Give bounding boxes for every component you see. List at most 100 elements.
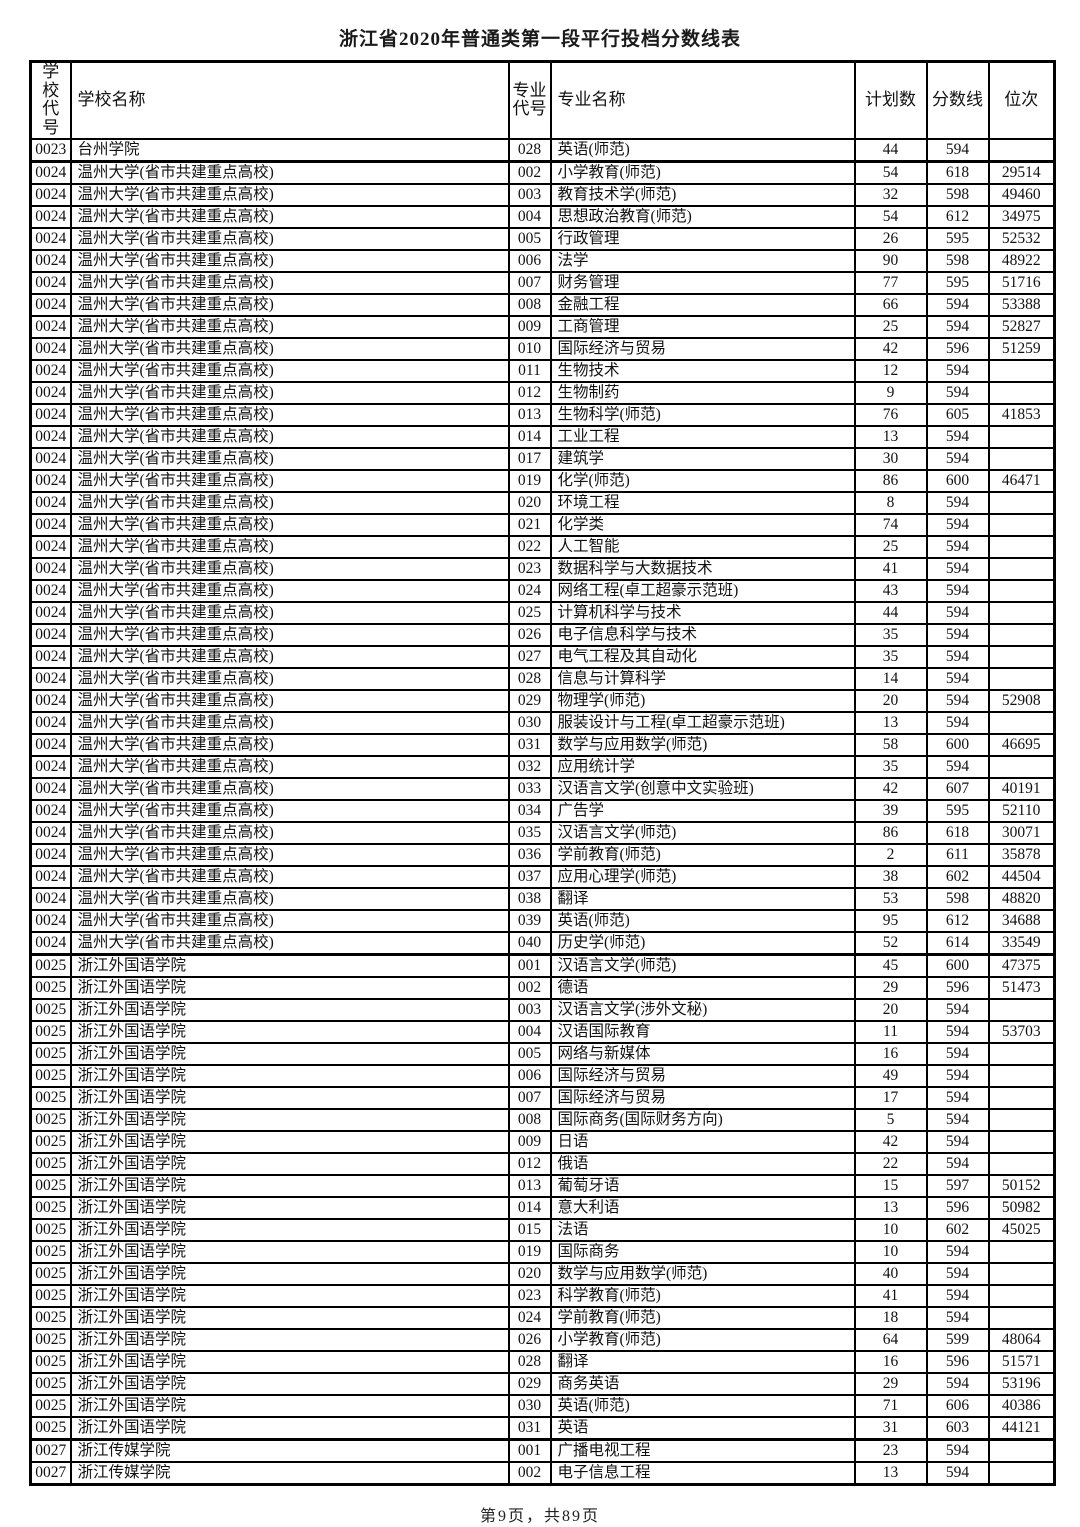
cell-major-code: 035 bbox=[507, 820, 552, 845]
cell-major-code: 024 bbox=[507, 1305, 552, 1330]
cell-major-code: 020 bbox=[507, 1261, 552, 1286]
cell-school-name: 温州大学(省市共建重点高校) bbox=[69, 776, 510, 801]
cell-major-name: 金融工程 bbox=[549, 292, 856, 317]
table-row: 0024 温州大学(省市共建重点高校) 012 生物制药 9 594 bbox=[29, 380, 1056, 405]
cell-major-code: 001 bbox=[507, 952, 552, 978]
cell-major-code: 025 bbox=[507, 600, 552, 625]
cell-score-line: 594 bbox=[925, 1239, 990, 1264]
cell-plan-count: 38 bbox=[853, 864, 928, 889]
table-row: 0025 浙江外国语学院 015 法语 10 602 45025 bbox=[29, 1217, 1056, 1242]
cell-major-code: 007 bbox=[507, 270, 552, 295]
cell-plan-count: 16 bbox=[853, 1349, 928, 1374]
header-plan-count: 计划数 bbox=[853, 60, 928, 140]
cell-major-name: 学前教育(师范) bbox=[549, 1305, 856, 1330]
cell-school-name: 温州大学(省市共建重点高校) bbox=[69, 666, 510, 691]
cell-school-code: 0025 bbox=[29, 1393, 72, 1418]
table-row: 0024 温州大学(省市共建重点高校) 009 工商管理 25 594 52827 bbox=[29, 314, 1056, 339]
cell-score-line: 594 bbox=[925, 314, 990, 339]
cell-rank: 53703 bbox=[987, 1019, 1056, 1044]
table-row: 0024 温州大学(省市共建重点高校) 035 汉语言文学(师范) 86 618 30071 bbox=[29, 820, 1056, 845]
cell-rank bbox=[987, 1305, 1056, 1330]
cell-score-line: 594 bbox=[925, 137, 990, 163]
cell-major-code: 009 bbox=[507, 1129, 552, 1154]
cell-school-name: 浙江外国语学院 bbox=[69, 975, 510, 1000]
table-row: 0024 温州大学(省市共建重点高校) 014 工业工程 13 594 bbox=[29, 424, 1056, 449]
table-row: 0024 温州大学(省市共建重点高校) 024 网络工程(卓工超豪示范班) 43 594 bbox=[29, 578, 1056, 603]
cell-rank: 51473 bbox=[987, 975, 1056, 1000]
cell-school-name: 浙江外国语学院 bbox=[69, 1173, 510, 1198]
table-row: 0025 浙江外国语学院 012 俄语 22 594 bbox=[29, 1151, 1056, 1176]
cell-score-line: 594 bbox=[925, 358, 990, 383]
cell-major-code: 014 bbox=[507, 1195, 552, 1220]
cell-score-line: 594 bbox=[925, 534, 990, 559]
cell-school-name: 温州大学(省市共建重点高校) bbox=[69, 358, 510, 383]
cell-major-name: 英语(师范) bbox=[549, 1393, 856, 1418]
cell-major-name: 小学教育(师范) bbox=[549, 1327, 856, 1352]
table-row: 0025 浙江外国语学院 009 日语 42 594 bbox=[29, 1129, 1056, 1154]
page-number: 第9页，共89页 bbox=[479, 1507, 600, 1525]
cell-school-name: 温州大学(省市共建重点高校) bbox=[69, 820, 510, 845]
cell-school-name: 温州大学(省市共建重点高校) bbox=[69, 622, 510, 647]
table-row: 0024 温州大学(省市共建重点高校) 023 数据科学与大数据技术 41 594 bbox=[29, 556, 1056, 581]
cell-score-line: 594 bbox=[925, 446, 990, 471]
cell-school-name: 温州大学(省市共建重点高校) bbox=[69, 732, 510, 757]
cell-score-line: 596 bbox=[925, 975, 990, 1000]
cell-major-name: 国际商务(国际财务方向) bbox=[549, 1107, 856, 1132]
table-row: 0025 浙江外国语学院 028 翻译 16 596 51571 bbox=[29, 1349, 1056, 1374]
cell-major-code: 012 bbox=[507, 380, 552, 405]
cell-score-line: 594 bbox=[925, 666, 990, 691]
cell-plan-count: 35 bbox=[853, 754, 928, 779]
table-row: 0024 温州大学(省市共建重点高校) 010 国际经济与贸易 42 596 51259 bbox=[29, 336, 1056, 361]
cell-rank bbox=[987, 446, 1056, 471]
table-row: 0024 温州大学(省市共建重点高校) 008 金融工程 66 594 53388 bbox=[29, 292, 1056, 317]
cell-major-code: 026 bbox=[507, 622, 552, 647]
cell-major-name: 俄语 bbox=[549, 1151, 856, 1176]
cell-school-code: 0024 bbox=[29, 622, 72, 647]
cell-rank bbox=[987, 1041, 1056, 1066]
cell-plan-count: 64 bbox=[853, 1327, 928, 1352]
cell-major-name: 科学教育(师范) bbox=[549, 1283, 856, 1308]
cell-school-code: 0025 bbox=[29, 1349, 72, 1374]
cell-plan-count: 12 bbox=[853, 358, 928, 383]
cell-school-name: 温州大学(省市共建重点高校) bbox=[69, 578, 510, 603]
cell-rank bbox=[987, 534, 1056, 559]
cell-plan-count: 30 bbox=[853, 446, 928, 471]
cell-score-line: 594 bbox=[925, 424, 990, 449]
cell-school-code: 0024 bbox=[29, 424, 72, 449]
cell-major-name: 数学与应用数学(师范) bbox=[549, 732, 856, 757]
cell-plan-count: 13 bbox=[853, 710, 928, 735]
cell-plan-count: 31 bbox=[853, 1415, 928, 1441]
cell-plan-count: 54 bbox=[853, 159, 928, 185]
cell-major-code: 027 bbox=[507, 644, 552, 669]
cell-rank bbox=[987, 754, 1056, 779]
cell-plan-count: 39 bbox=[853, 798, 928, 823]
cell-major-name: 人工智能 bbox=[549, 534, 856, 559]
cell-major-code: 026 bbox=[507, 1327, 552, 1352]
cell-major-name: 数据科学与大数据技术 bbox=[549, 556, 856, 581]
cell-major-name: 广告学 bbox=[549, 798, 856, 823]
cell-school-name: 温州大学(省市共建重点高校) bbox=[69, 754, 510, 779]
cell-rank bbox=[987, 424, 1056, 449]
cell-rank bbox=[987, 380, 1056, 405]
cell-score-line: 594 bbox=[925, 997, 990, 1022]
cell-score-line: 594 bbox=[925, 1460, 990, 1486]
cell-plan-count: 54 bbox=[853, 204, 928, 229]
cell-major-code: 040 bbox=[507, 930, 552, 956]
cell-school-code: 0024 bbox=[29, 754, 72, 779]
cell-score-line: 594 bbox=[925, 1019, 990, 1044]
table-row: 0024 温州大学(省市共建重点高校) 029 物理学(师范) 20 594 52908 bbox=[29, 688, 1056, 713]
cell-major-code: 032 bbox=[507, 754, 552, 779]
cell-major-name: 学前教育(师范) bbox=[549, 842, 856, 867]
cell-major-name: 物理学(师范) bbox=[549, 688, 856, 713]
cell-major-name: 建筑学 bbox=[549, 446, 856, 471]
cell-rank: 50982 bbox=[987, 1195, 1056, 1220]
cell-school-code: 0024 bbox=[29, 292, 72, 317]
cell-rank: 40191 bbox=[987, 776, 1056, 801]
table-row: 0025 浙江外国语学院 019 国际商务 10 594 bbox=[29, 1239, 1056, 1264]
header-school-code: 学校 代号 bbox=[29, 60, 72, 140]
cell-plan-count: 49 bbox=[853, 1063, 928, 1088]
table-row: 0025 浙江外国语学院 030 英语(师范) 71 606 40386 bbox=[29, 1393, 1056, 1418]
cell-rank: 45025 bbox=[987, 1217, 1056, 1242]
cell-major-name: 英语(师范) bbox=[549, 908, 856, 933]
cell-plan-count: 58 bbox=[853, 732, 928, 757]
